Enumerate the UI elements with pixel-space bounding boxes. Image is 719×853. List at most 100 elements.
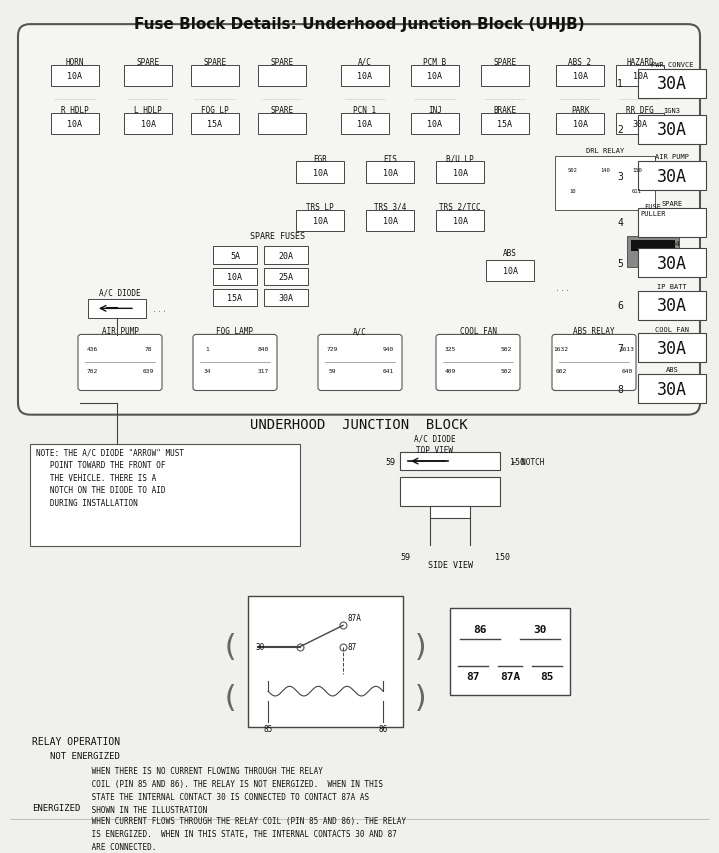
Text: L HDLP: L HDLP: [134, 107, 162, 115]
FancyBboxPatch shape: [552, 335, 636, 391]
Text: INJ: INJ: [428, 107, 442, 115]
Text: 30A: 30A: [657, 121, 687, 139]
Text: 86: 86: [473, 624, 487, 635]
Text: 10A: 10A: [227, 273, 242, 281]
Text: 30A: 30A: [657, 254, 687, 273]
Bar: [258, 66, 306, 87]
Bar: [213, 247, 257, 264]
Text: 641: 641: [383, 368, 393, 374]
Text: 25A: 25A: [278, 273, 293, 281]
Text: FOG LP: FOG LP: [201, 107, 229, 115]
Bar: [264, 269, 308, 286]
FancyBboxPatch shape: [78, 335, 162, 391]
Bar: [411, 114, 459, 135]
Text: NOT ENERGIZED: NOT ENERGIZED: [50, 751, 120, 760]
Text: 1: 1: [205, 347, 209, 352]
Bar: [400, 478, 500, 507]
Bar: [450, 608, 570, 695]
Text: PCN 1: PCN 1: [354, 107, 377, 115]
Bar: [638, 249, 706, 278]
Bar: [481, 66, 529, 87]
Text: 30A: 30A: [657, 75, 687, 93]
Bar: [124, 114, 172, 135]
Text: 1613: 1613: [620, 347, 634, 352]
Bar: [616, 114, 664, 135]
Text: SPARE: SPARE: [137, 58, 160, 67]
Bar: [627, 236, 679, 268]
Text: 30A: 30A: [278, 293, 293, 303]
Text: 10A: 10A: [357, 120, 372, 129]
Text: RELAY OPERATION: RELAY OPERATION: [32, 736, 120, 746]
Bar: [30, 444, 300, 547]
Text: 5: 5: [617, 258, 623, 269]
Text: 87A: 87A: [348, 613, 362, 623]
Text: A/C: A/C: [353, 327, 367, 336]
Text: 30: 30: [533, 624, 546, 635]
Bar: [366, 211, 414, 232]
Text: 5A: 5A: [230, 252, 240, 260]
Text: HORN: HORN: [65, 58, 84, 67]
Text: 10A: 10A: [383, 168, 398, 177]
Text: AIR PUMP: AIR PUMP: [101, 327, 139, 336]
Text: ): ): [412, 632, 430, 661]
Text: PWR CONVCE: PWR CONVCE: [651, 61, 693, 67]
Bar: [430, 507, 470, 519]
Bar: [296, 162, 344, 183]
Text: 78: 78: [145, 347, 152, 352]
Text: SPARE: SPARE: [203, 58, 226, 67]
Bar: [411, 66, 459, 87]
Bar: [191, 66, 239, 87]
Text: 30A: 30A: [657, 297, 687, 315]
Text: ENERGIZED: ENERGIZED: [32, 804, 81, 812]
Text: Fuse Block Details: Underhood Junction Block (UHJB): Fuse Block Details: Underhood Junction B…: [134, 17, 585, 32]
Bar: [296, 211, 344, 232]
Text: 729: 729: [326, 347, 338, 352]
Text: PCM B: PCM B: [423, 58, 446, 67]
Text: SPARE FUSES: SPARE FUSES: [250, 232, 306, 241]
Bar: [51, 66, 99, 87]
Bar: [366, 162, 414, 183]
Text: TRS 3/4: TRS 3/4: [374, 203, 406, 212]
Text: 502: 502: [500, 368, 512, 374]
Text: 10A: 10A: [572, 120, 587, 129]
Text: 7: 7: [617, 344, 623, 353]
Text: 30: 30: [256, 642, 265, 652]
Text: ← NOTCH: ← NOTCH: [512, 457, 544, 466]
Text: 10A: 10A: [503, 267, 518, 276]
Text: 10A: 10A: [68, 72, 83, 81]
FancyBboxPatch shape: [193, 335, 277, 391]
Text: WHEN THERE IS NO CURRENT FLOWING THROUGH THE RELAY
         COIL (PIN 85 AND 86): WHEN THERE IS NO CURRENT FLOWING THROUGH…: [50, 766, 383, 815]
Bar: [248, 597, 403, 727]
Text: 150: 150: [495, 552, 510, 561]
Text: FUSE
PULLER: FUSE PULLER: [640, 204, 666, 218]
Text: 87: 87: [466, 670, 480, 681]
Text: 409: 409: [444, 368, 456, 374]
Text: 15A: 15A: [498, 120, 513, 129]
Text: 59: 59: [329, 368, 336, 374]
Bar: [124, 66, 172, 87]
FancyBboxPatch shape: [18, 25, 700, 415]
Text: 15A: 15A: [208, 120, 222, 129]
Text: 15A: 15A: [227, 293, 242, 303]
Text: NOTE: THE A/C DIODE "ARROW" MUST
   POINT TOWARD THE FRONT OF
   THE VEHICLE. TH: NOTE: THE A/C DIODE "ARROW" MUST POINT T…: [36, 448, 184, 507]
Text: ABS: ABS: [666, 367, 678, 373]
Text: 59: 59: [400, 552, 410, 561]
Text: 10A: 10A: [633, 72, 648, 81]
Text: 34: 34: [203, 368, 211, 374]
Text: (: (: [221, 683, 239, 712]
Text: (: (: [221, 632, 239, 661]
Text: IGN3: IGN3: [664, 108, 680, 114]
Bar: [555, 156, 655, 211]
Text: S02: S02: [568, 167, 578, 172]
Text: R HDLP: R HDLP: [61, 107, 89, 115]
Text: PARK: PARK: [571, 107, 590, 115]
Text: 30A: 30A: [633, 120, 648, 129]
Bar: [341, 114, 389, 135]
Text: 3: 3: [617, 171, 623, 182]
Text: 502: 502: [500, 347, 512, 352]
Text: SPARE: SPARE: [270, 107, 293, 115]
Bar: [400, 453, 500, 470]
Text: 317: 317: [257, 368, 269, 374]
Text: ABS RELAY: ABS RELAY: [573, 327, 615, 336]
Bar: [638, 208, 706, 237]
